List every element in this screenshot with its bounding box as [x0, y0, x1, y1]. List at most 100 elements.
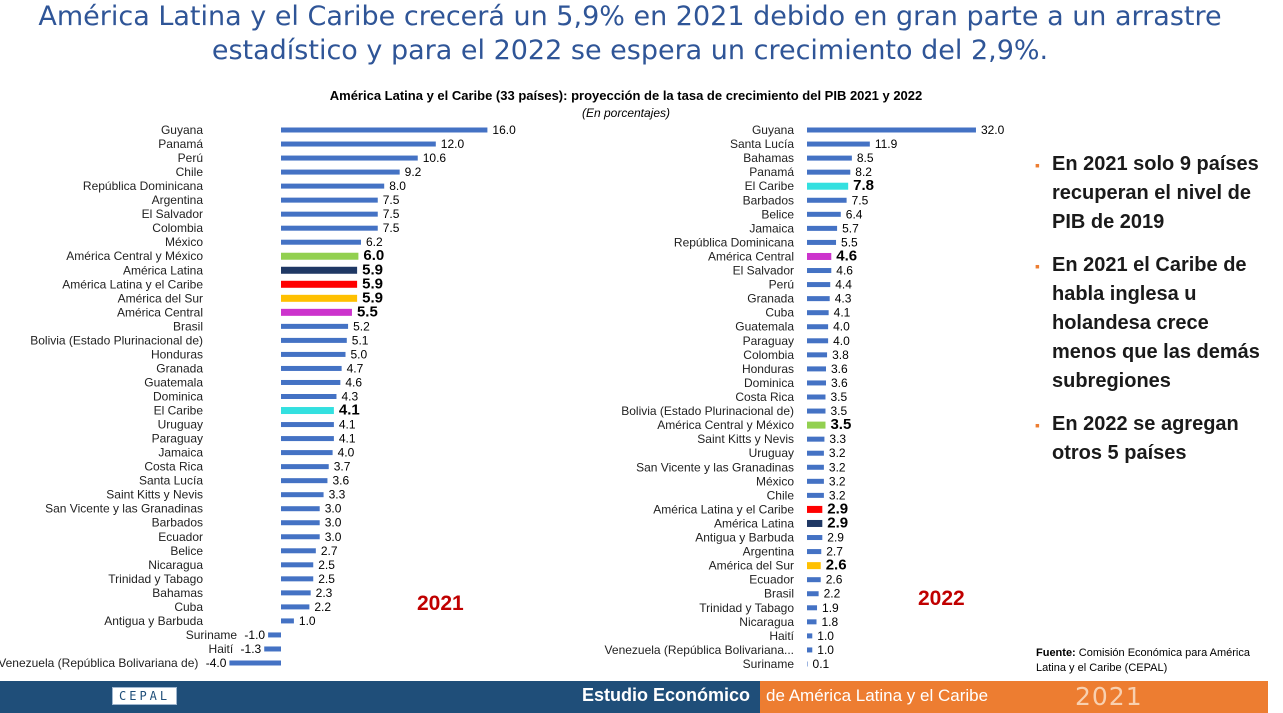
value-label-granada: 4.7 [347, 361, 364, 375]
category-label-brasil: Brasil [764, 587, 794, 601]
footer-orange-band: de América Latina y el Caribe 2021 [760, 681, 1268, 713]
bar-guyana [281, 127, 488, 133]
value-label-trinidad-y-tabago: 1.9 [822, 601, 839, 615]
category-label-antigua-y-barbuda: Antigua y Barbuda [695, 531, 794, 545]
value-label-costa-rica: 3.5 [830, 390, 847, 404]
bullet-item: ▪ En 2022 se agregan otros 5 países [1035, 410, 1275, 468]
category-label-venezuela-republica-bolivariana: Venezuela (República Bolivariana... [605, 643, 794, 657]
bar-argentina [281, 197, 378, 203]
category-label-venezuela-republica-bolivariana-de: Venezuela (República Bolivariana de) [0, 656, 198, 670]
value-label-nicaragua: 2.5 [318, 558, 335, 572]
source-note: Fuente: Comisión Económica para América … [1036, 646, 1266, 676]
category-label-chile: Chile [176, 165, 204, 179]
bar-nicaragua [281, 562, 314, 568]
bar-bahamas [807, 155, 852, 161]
value-label-bolivia-estado-plurinacional-de: 3.5 [830, 404, 847, 418]
bar-jamaica [807, 225, 838, 231]
bullet-text: En 2021 el Caribe de habla inglesa u hol… [1052, 254, 1260, 392]
bar-saint-kitts-y-nevis [807, 436, 825, 442]
source-text: Comisión Económica para América Latina y… [1036, 647, 1250, 674]
category-label-suriname: Suriname [186, 628, 238, 642]
bar-cuba [807, 310, 829, 316]
bar-america-del-sur [807, 562, 821, 570]
value-label-el-salvador: 4.6 [836, 264, 853, 278]
bar-honduras [281, 351, 346, 357]
value-label-mexico: 6.2 [366, 235, 383, 249]
value-label-cuba: 4.1 [834, 306, 851, 320]
category-label-colombia: Colombia [743, 348, 794, 362]
value-label-el-caribe: 4.1 [339, 402, 360, 419]
category-label-haiti: Haití [209, 642, 234, 656]
value-label-colombia: 3.8 [832, 348, 849, 362]
footer-banner: CEPAL Estudio Económico de América Latin… [0, 681, 1268, 713]
category-label-el-salvador: El Salvador [142, 207, 203, 221]
footer-blue-band: CEPAL Estudio Económico [0, 681, 760, 713]
value-label-barbados: 3.0 [325, 516, 342, 530]
category-label-dominica: Dominica [744, 376, 794, 390]
value-label-america-del-sur: 5.9 [362, 289, 383, 306]
value-label-peru: 10.6 [423, 151, 447, 165]
category-label-santa-lucia: Santa Lucía [730, 137, 794, 151]
value-label-granada: 4.3 [835, 292, 852, 306]
bar-mexico [807, 478, 824, 484]
bar-brasil [807, 591, 819, 597]
bar-el-salvador [281, 211, 378, 217]
category-label-peru: Perú [769, 278, 794, 292]
bullet-text: En 2021 solo 9 países recuperan el nivel… [1052, 153, 1259, 233]
value-label-barbados: 7.5 [852, 193, 869, 207]
bar-republica-dominicana [281, 183, 385, 189]
bar-panama [807, 169, 851, 175]
value-label-nicaragua: 1.8 [822, 615, 839, 629]
category-label-america-central-y-mexico: América Central y México [66, 249, 203, 263]
category-label-paraguay: Paraguay [743, 334, 794, 348]
figure-subtitle: (En porcentajes) [581, 106, 671, 120]
value-label-honduras: 3.6 [831, 362, 848, 376]
bullet-item: ▪ En 2021 el Caribe de habla inglesa u h… [1035, 251, 1275, 396]
value-label-panama: 8.2 [855, 165, 872, 179]
category-label-colombia: Colombia [152, 221, 203, 235]
category-label-suriname: Suriname [743, 657, 795, 671]
bar-belice [807, 211, 841, 217]
bullet-icon: ▪ [1035, 157, 1040, 173]
bar-america-latina [281, 266, 358, 274]
bar-trinidad-y-tabago [281, 576, 314, 582]
bar-suriname [807, 661, 808, 667]
footer-subtitle: de América Latina y el Caribe [766, 686, 989, 705]
key-points: ▪ En 2021 solo 9 países recuperan el niv… [1035, 150, 1275, 482]
category-label-brasil: Brasil [173, 319, 203, 333]
bar-argentina [807, 549, 822, 555]
bar-haiti [264, 646, 281, 652]
bar-guatemala [281, 379, 341, 385]
bar-paraguay [807, 338, 829, 344]
slide-title-line1: América Latina y el Caribe crecerá un 5,… [38, 1, 1222, 32]
category-label-peru: Perú [178, 151, 203, 165]
bar-uruguay [281, 422, 334, 428]
category-label-america-central: América Central [117, 305, 203, 319]
category-label-jamaica: Jamaica [749, 221, 794, 235]
bar-barbados [807, 197, 847, 203]
bar-bolivia-estado-plurinacional-de [281, 337, 347, 343]
value-label-venezuela-republica-bolivariana-de: -4.0 [206, 656, 227, 670]
bullet-icon: ▪ [1035, 258, 1040, 274]
category-label-chile: Chile [767, 488, 795, 502]
category-label-bahamas: Bahamas [152, 586, 203, 600]
bar-america-latina-y-el-caribe [281, 280, 358, 288]
value-label-jamaica: 5.7 [842, 221, 859, 235]
value-label-america-latina-y-el-caribe: 2.9 [827, 500, 848, 517]
bar-peru [281, 155, 418, 161]
value-label-uruguay: 3.2 [829, 446, 846, 460]
category-label-paraguay: Paraguay [152, 432, 203, 446]
value-label-paraguay: 4.1 [339, 432, 356, 446]
figure-title: América Latina y el Caribe (33 países): … [329, 88, 923, 103]
value-label-trinidad-y-tabago: 2.5 [318, 572, 335, 586]
category-label-america-central-y-mexico: América Central y México [657, 418, 794, 432]
value-label-saint-kitts-y-nevis: 3.3 [829, 432, 846, 446]
category-label-san-vicente-y-las-granadinas: San Vicente y las Granadinas [45, 502, 203, 516]
bar-saint-kitts-y-nevis [281, 492, 324, 498]
value-label-paraguay: 4.0 [833, 334, 850, 348]
category-label-trinidad-y-tabago: Trinidad y Tabago [108, 572, 203, 586]
bar-honduras [807, 366, 827, 372]
bar-granada [807, 296, 830, 302]
bar-venezuela-republica-bolivariana-de [229, 660, 281, 666]
